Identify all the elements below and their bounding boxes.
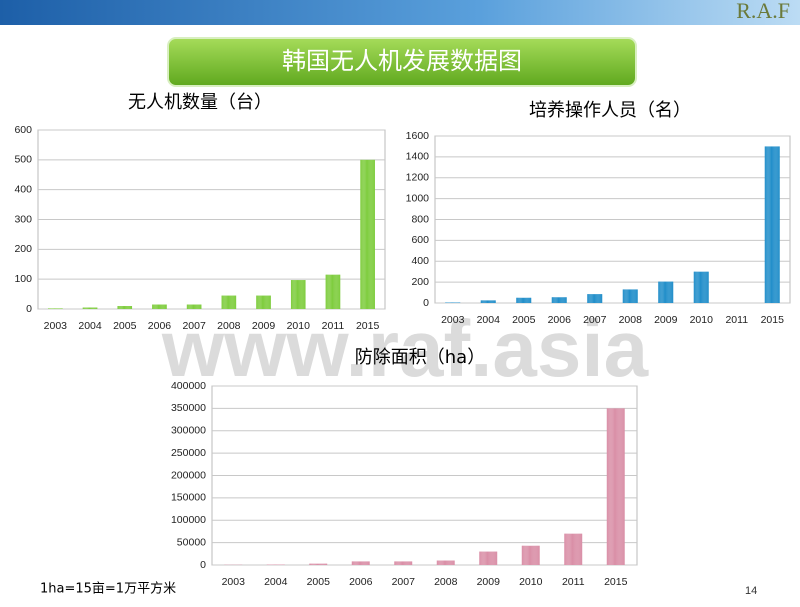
bar-shade xyxy=(360,160,375,309)
y-tick-label: 400 xyxy=(14,183,32,195)
y-tick-label: 0 xyxy=(423,297,429,309)
y-tick-label: 100 xyxy=(14,273,32,285)
y-tick-label: 0 xyxy=(26,303,32,315)
bar-shade xyxy=(187,305,202,309)
x-tick-label: 2015 xyxy=(604,576,628,588)
y-tick-label: 200 xyxy=(411,276,429,288)
x-tick-label: 2003 xyxy=(44,320,68,332)
y-tick-label: 400000 xyxy=(171,380,206,392)
bar-shade xyxy=(394,561,412,565)
bar-shade xyxy=(564,534,582,565)
logo: R.A.F xyxy=(736,0,790,23)
x-tick-label: 2007 xyxy=(182,320,206,332)
chart-title: 防除面积（ha） xyxy=(355,347,485,368)
x-tick-label: 2005 xyxy=(307,576,331,588)
bar-shade xyxy=(437,561,455,565)
y-tick-label: 300000 xyxy=(171,425,206,437)
y-tick-label: 1400 xyxy=(406,151,430,163)
y-tick-label: 0 xyxy=(200,559,206,571)
y-tick-label: 1000 xyxy=(406,192,430,204)
x-tick-label: 2015 xyxy=(356,320,380,332)
top-bar xyxy=(0,0,800,25)
x-tick-label: 2015 xyxy=(761,314,785,326)
chart-title: 无人机数量（台） xyxy=(128,92,272,113)
bar-shade xyxy=(326,275,341,309)
bar-shade xyxy=(765,146,780,303)
x-tick-label: 2011 xyxy=(322,320,345,332)
x-tick-label: 2008 xyxy=(619,314,643,326)
x-tick-label: 2009 xyxy=(477,576,501,588)
x-tick-label: 2011 xyxy=(725,314,748,326)
x-tick-label: 2010 xyxy=(287,320,311,332)
x-tick-label: 2007 xyxy=(392,576,416,588)
x-tick-label: 2008 xyxy=(217,320,241,332)
bar-shade xyxy=(552,297,567,303)
bar-shade xyxy=(445,302,460,303)
bar-shade xyxy=(309,564,327,565)
x-tick-label: 2006 xyxy=(548,314,572,326)
chart-title: 培养操作人员（名） xyxy=(529,100,691,121)
y-tick-label: 1600 xyxy=(406,130,430,142)
bar-shade xyxy=(48,308,63,309)
page-number: 14 xyxy=(745,585,757,597)
bar-shade xyxy=(83,308,98,309)
x-tick-label: 2005 xyxy=(512,314,536,326)
bar-shade xyxy=(291,280,306,309)
slide-title: 韩国无人机发展数据图 xyxy=(282,47,522,75)
x-tick-label: 2005 xyxy=(113,320,137,332)
y-tick-label: 400 xyxy=(411,255,429,267)
y-tick-label: 500 xyxy=(14,154,32,166)
y-tick-label: 600 xyxy=(14,124,32,136)
x-tick-label: 2006 xyxy=(148,320,172,332)
x-tick-label: 2010 xyxy=(690,314,714,326)
y-tick-label: 150000 xyxy=(171,492,206,504)
x-tick-label: 2010 xyxy=(519,576,543,588)
bar-shade xyxy=(587,294,602,303)
bar-shade xyxy=(623,289,638,303)
bar-shade xyxy=(516,298,531,303)
x-tick-label: 2004 xyxy=(477,314,501,326)
bar-shade xyxy=(117,306,132,309)
y-tick-label: 1200 xyxy=(406,172,430,184)
y-tick-label: 200 xyxy=(14,243,32,255)
y-tick-label: 300 xyxy=(14,213,32,225)
bar-shade xyxy=(694,272,709,303)
bar-shade xyxy=(607,408,625,565)
x-tick-label: 2003 xyxy=(441,314,465,326)
x-tick-label: 2004 xyxy=(264,576,288,588)
bar-shade xyxy=(481,300,496,303)
y-tick-label: 100000 xyxy=(171,514,206,526)
y-tick-label: 50000 xyxy=(177,536,206,548)
bar-shade xyxy=(658,282,673,303)
y-tick-label: 350000 xyxy=(171,402,206,414)
x-tick-label: 2011 xyxy=(562,576,585,588)
x-tick-label: 2008 xyxy=(434,576,458,588)
y-tick-label: 200000 xyxy=(171,469,206,481)
bar-shade xyxy=(152,305,167,309)
bar-shade xyxy=(256,296,271,309)
x-tick-label: 2003 xyxy=(222,576,246,588)
bar-shade xyxy=(352,561,370,565)
x-tick-label: 2009 xyxy=(654,314,678,326)
bar-shade xyxy=(479,552,497,565)
bar-shade xyxy=(222,296,237,309)
bar-shade xyxy=(522,546,540,565)
footnote: 1ha=15亩=1万平方米 xyxy=(40,581,176,597)
y-tick-label: 250000 xyxy=(171,447,206,459)
x-tick-label: 2006 xyxy=(349,576,373,588)
y-tick-label: 800 xyxy=(411,213,429,225)
x-tick-label: 2007 xyxy=(583,314,607,326)
x-tick-label: 2009 xyxy=(252,320,276,332)
x-tick-label: 2004 xyxy=(78,320,102,332)
y-tick-label: 600 xyxy=(411,234,429,246)
